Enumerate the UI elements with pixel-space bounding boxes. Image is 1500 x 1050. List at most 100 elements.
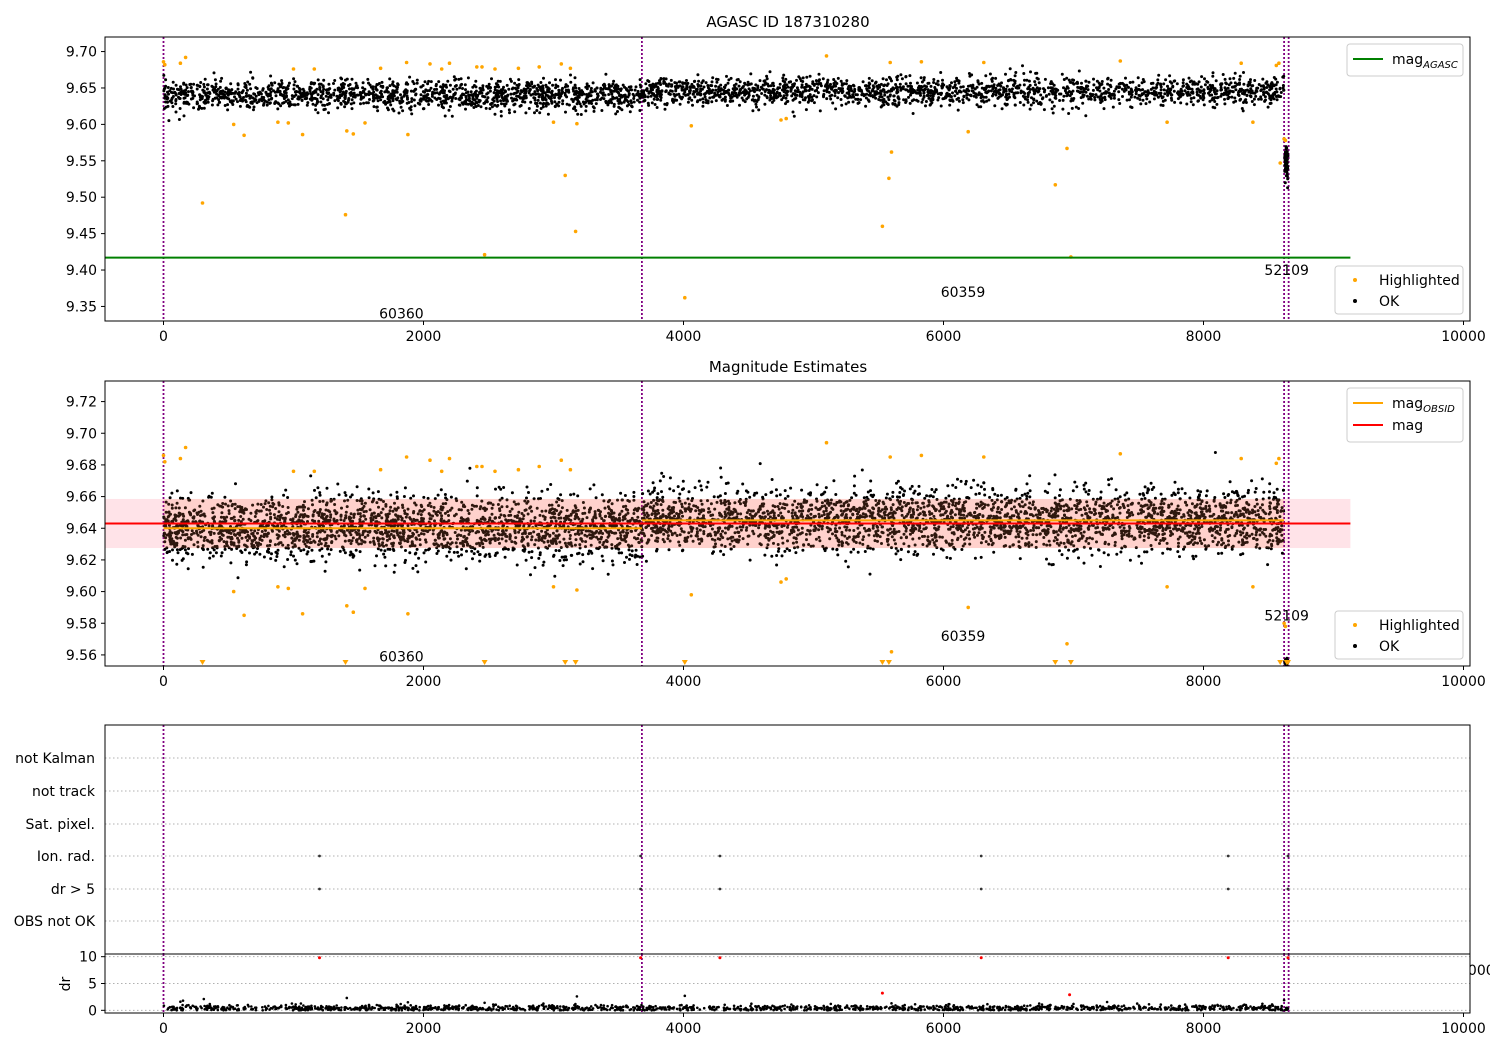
ok-point <box>312 539 316 543</box>
ok-point <box>1029 103 1033 107</box>
ok-point <box>991 92 995 96</box>
ok-point <box>852 90 856 94</box>
ok-point <box>286 543 290 547</box>
ok-point <box>533 111 536 115</box>
ok-point <box>1249 91 1253 95</box>
ok-point <box>719 83 723 87</box>
ok-point <box>296 102 300 106</box>
ok-point <box>456 537 459 541</box>
ok-point <box>541 86 545 90</box>
ok-point <box>799 79 803 83</box>
ok-point <box>186 94 189 97</box>
ok-point <box>168 496 172 500</box>
ok-point <box>1254 89 1258 93</box>
ok-point <box>600 517 604 520</box>
ok-point <box>419 85 423 89</box>
ok-point <box>710 89 714 93</box>
highlighted-point <box>161 60 166 64</box>
ok-point <box>293 80 297 84</box>
ok-point <box>1100 99 1104 103</box>
ok-point <box>164 100 168 104</box>
ok-point <box>1159 88 1163 92</box>
ok-point <box>1102 91 1106 95</box>
ok-point <box>1076 85 1080 89</box>
ok-point <box>273 543 277 547</box>
ok-point <box>1046 86 1050 90</box>
ok-point <box>391 80 395 84</box>
ok-point <box>421 90 425 94</box>
highlighted-point <box>406 132 410 137</box>
ok-point <box>175 501 179 505</box>
ok-point <box>297 95 301 99</box>
ok-point <box>581 560 585 564</box>
ok-point <box>580 519 584 523</box>
ok-point <box>789 88 793 92</box>
ok-point <box>511 86 515 90</box>
ok-point <box>387 100 391 104</box>
ok-point <box>768 70 772 74</box>
ok-point <box>975 103 979 107</box>
ok-point <box>1185 102 1189 106</box>
ok-point <box>498 541 501 545</box>
ok-point <box>201 548 205 552</box>
ok-point <box>450 114 454 118</box>
ok-point <box>544 102 548 106</box>
ok-point <box>612 104 616 108</box>
ok-point <box>305 103 309 107</box>
highlighted-points <box>161 54 1288 300</box>
ok-point <box>817 79 821 83</box>
ok-point <box>681 81 685 85</box>
ok-point <box>695 92 699 96</box>
ok-point <box>905 88 909 92</box>
ok-point <box>659 98 663 102</box>
ok-point <box>461 87 464 90</box>
ok-point <box>265 534 269 538</box>
ok-point <box>894 86 898 90</box>
ok-point <box>338 93 342 97</box>
ok-point <box>851 100 855 104</box>
ok-point <box>929 84 933 88</box>
ok-point <box>693 95 697 99</box>
ok-point <box>426 82 430 86</box>
ok-point <box>260 530 264 533</box>
ok-point <box>490 529 494 533</box>
ok-point <box>699 84 703 88</box>
ok-point <box>537 532 541 536</box>
ok-point <box>1103 95 1107 99</box>
ok-point <box>626 519 630 523</box>
ok-point <box>1030 96 1033 100</box>
highlighted-point <box>345 129 349 133</box>
ok-point <box>408 75 412 79</box>
ok-point <box>504 547 508 551</box>
ok-point <box>972 91 976 95</box>
highlighted-point <box>889 150 894 154</box>
ok-point <box>965 96 969 100</box>
ok-point <box>319 537 322 541</box>
ok-point <box>164 500 168 504</box>
ok-point <box>1036 77 1040 81</box>
ok-point <box>308 87 312 91</box>
ok-point <box>1134 92 1138 96</box>
ok-point <box>363 535 367 539</box>
ok-point <box>372 93 375 97</box>
ok-point <box>984 90 988 94</box>
ok-point <box>529 505 533 509</box>
ok-point <box>633 88 637 92</box>
ok-point <box>1029 70 1032 74</box>
ok-point <box>522 545 526 549</box>
ok-point <box>314 90 318 94</box>
ok-point <box>475 486 479 490</box>
ok-point <box>1137 87 1141 91</box>
ok-point <box>984 74 988 78</box>
ok-point <box>613 517 617 521</box>
ok-point <box>618 531 622 535</box>
ok-point <box>265 513 269 517</box>
ok-point <box>444 502 448 505</box>
ok-point <box>517 78 521 82</box>
ok-point <box>335 94 339 98</box>
highlighted-point <box>982 60 986 65</box>
ok-point <box>629 99 633 103</box>
ok-point <box>517 530 521 534</box>
ok-point <box>895 78 899 82</box>
ok-point <box>902 98 906 102</box>
